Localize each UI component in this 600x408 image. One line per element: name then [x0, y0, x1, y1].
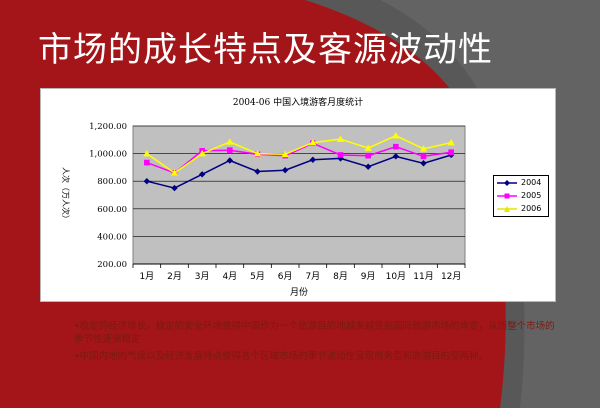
x-tick-label: 1月	[139, 271, 154, 282]
point-2005	[420, 153, 427, 160]
x-tick-label: 12月	[441, 271, 461, 282]
legend-label-2004: 2004	[521, 178, 542, 187]
point-2005	[227, 147, 233, 153]
point-2005	[144, 159, 150, 166]
y-tick-label: 200.00	[97, 260, 127, 270]
chart-panel: 200.00 400.00 600.00 800.00 1,000.00 1,200.00…	[40, 88, 556, 302]
point-2004	[392, 153, 400, 160]
point-2005	[448, 149, 454, 156]
y-tick-label: 1,200.00	[89, 122, 127, 132]
series-line-2006	[146, 134, 452, 174]
x-axis-title: 月份	[290, 286, 308, 298]
series-line-2004	[146, 154, 452, 189]
point-2006	[419, 145, 428, 152]
point-2006	[364, 144, 372, 151]
point-2004	[171, 184, 178, 192]
point-2006	[281, 150, 289, 158]
notes: •稳定的经济增长，稳定的安全环境使得中国作为一个旅游目的地越来越受到国际旅游市场…	[74, 320, 564, 367]
plot-area	[132, 125, 466, 265]
point-2004	[281, 166, 289, 174]
y-tick-label: 1,000.00	[89, 150, 127, 160]
x-tick-label: 7月	[305, 271, 320, 282]
point-2006	[447, 138, 455, 146]
legend-label-2005: 2005	[521, 191, 542, 200]
point-2006	[170, 169, 179, 176]
point-2004	[198, 171, 206, 178]
legend-swatch-2006	[497, 205, 517, 212]
x-tick-label: 8月	[333, 271, 348, 282]
y-axis-title: 人次（万人次）	[61, 167, 71, 223]
point-2004	[364, 163, 372, 170]
point-2006	[198, 150, 206, 157]
series-line-2005	[146, 142, 452, 174]
line-chart: 200.00 400.00 600.00 800.00 1,000.00 1,200.00…	[61, 122, 466, 298]
x-tick-label: 3月	[195, 271, 210, 282]
x-tick-label: 6月	[278, 271, 293, 282]
x-tick-label: 10月	[386, 271, 406, 282]
chart-title: 2004-06 中国入境游客月度统计	[232, 98, 364, 108]
point-2006	[143, 150, 151, 157]
note-1: •稳定的经济增长，稳定的安全环境使得中国作为一个旅游目的地越来越受到国际旅游市场…	[74, 321, 555, 345]
x-tick-label: 9月	[361, 271, 376, 282]
point-2006	[336, 135, 345, 142]
point-2004	[420, 160, 427, 167]
legend-swatch-2004	[497, 179, 517, 186]
x-tick-label: 2月	[167, 271, 182, 282]
x-tick-label: 11月	[413, 271, 433, 282]
slide-title: 市场的成长特点及客源波动性	[38, 30, 493, 70]
point-2004	[143, 178, 151, 185]
legend-swatch-2005	[497, 193, 517, 198]
point-2005	[393, 143, 399, 150]
x-tick-label: 4月	[222, 271, 237, 282]
y-tick-label: 600.00	[97, 205, 127, 215]
point-2005	[365, 152, 371, 159]
point-2006	[392, 132, 400, 139]
legend-item-2005: 2005	[494, 189, 548, 202]
y-tick-label: 400.00	[97, 232, 127, 242]
point-2006	[253, 150, 262, 157]
legend-label-2006: 2006	[521, 204, 542, 213]
point-2006	[309, 138, 317, 146]
note-2: •中国内地的气候以及经济发展特点使得各个区域市场的季节波动性呈现商务型和旅游目的…	[74, 351, 489, 362]
point-2006	[226, 138, 234, 145]
x-tick-label: 5月	[250, 271, 265, 282]
point-2004	[309, 156, 317, 164]
y-tick-label: 800.00	[97, 177, 127, 187]
legend-item-2004: 2004	[494, 176, 548, 189]
point-2005	[337, 152, 344, 158]
point-2004	[254, 168, 261, 175]
legend-item-2006: 2006	[494, 202, 548, 215]
chart-legend: 2004 2005 2006	[493, 175, 549, 217]
